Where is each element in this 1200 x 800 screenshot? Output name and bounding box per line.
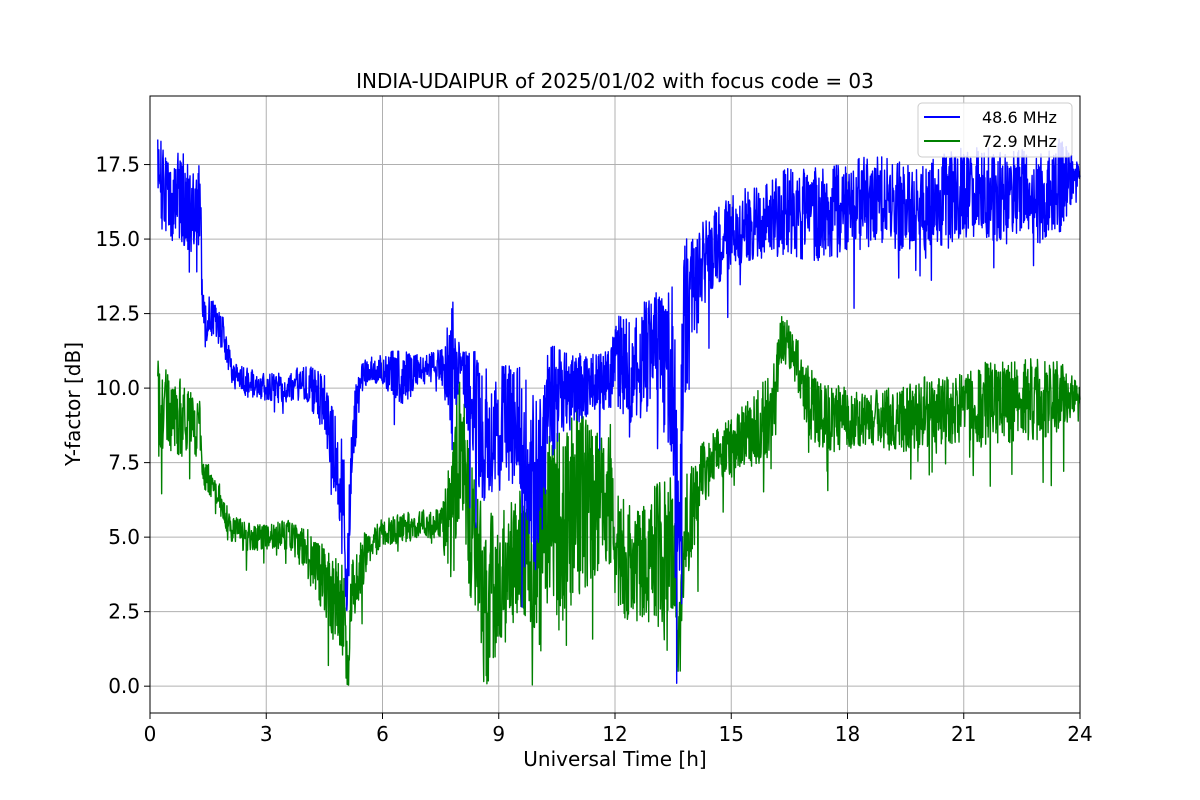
x-tick-label: 3 [260,722,273,746]
y-tick-label: 5.0 [108,525,140,549]
y-tick-label: 7.5 [108,451,140,475]
x-tick-label: 18 [835,722,860,746]
x-tick-label: 24 [1067,722,1092,746]
x-tick-label: 12 [602,722,627,746]
legend-label-48-6: 48.6 MHz [982,108,1057,127]
x-axis-title: Universal Time [h] [523,747,706,771]
series-layer [157,138,1081,686]
y-axis-title: Y-factor [dB] [61,342,85,467]
y-tick-label: 10.0 [95,376,140,400]
legend: 48.6 MHz 72.9 MHz [917,102,1073,158]
x-tick-label: 0 [144,722,157,746]
y-tick-label: 15.0 [95,227,140,251]
x-tick-label: 15 [719,722,744,746]
y-tick-label: 2.5 [108,600,140,624]
x-tick-label: 6 [376,722,389,746]
legend-label-72-9: 72.9 MHz [982,132,1057,151]
y-tick-label: 0.0 [108,674,140,698]
chart-title: INDIA-UDAIPUR of 2025/01/02 with focus c… [356,69,874,93]
y-tick-label: 12.5 [95,302,140,326]
x-tick-label: 9 [492,722,505,746]
series-line-48-6-mhz [157,138,1081,684]
x-tick-label: 21 [951,722,976,746]
series-line-72-9-mhz [157,316,1081,686]
ticks: 0 3 6 9 12 15 18 21 24 0.0 2.5 5.0 7.5 10.0 12.5 15.0 17… [95,153,1092,746]
y-tick-label: 17.5 [95,153,140,177]
